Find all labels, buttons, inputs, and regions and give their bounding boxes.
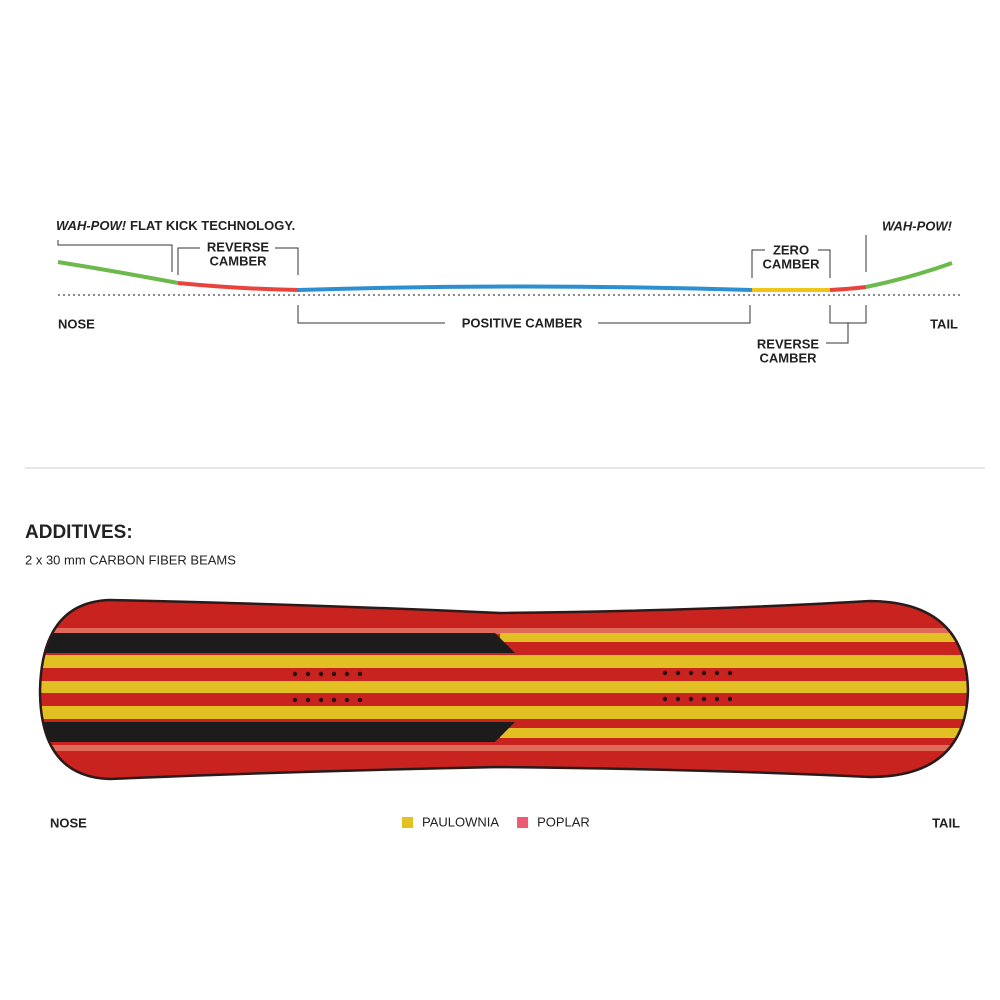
insert (318, 671, 324, 677)
nose-label: NOSE (58, 316, 95, 331)
insert (357, 697, 363, 703)
legend: PAULOWNIA POPLAR (402, 814, 590, 829)
insert (688, 696, 694, 702)
kick-left (57, 260, 179, 285)
insert (344, 671, 350, 677)
legend-swatch (517, 817, 529, 828)
insert (331, 671, 337, 677)
reverse-camber-label: REVERSE (207, 239, 269, 254)
reverse-camber-label: REVERSE (757, 336, 819, 351)
positive (297, 284, 753, 292)
board (38, 598, 970, 781)
flat-kick-label: WAH-POW! FLAT KICK TECHNOLOGY. (56, 218, 295, 233)
reverse-left (177, 281, 299, 292)
insert (305, 671, 311, 677)
reverse-camber-label: CAMBER (759, 350, 817, 365)
insert (662, 696, 668, 702)
insert (344, 697, 350, 703)
insert (292, 671, 298, 677)
leader (751, 249, 831, 278)
insert (331, 697, 337, 703)
legend-label: POPLAR (537, 814, 590, 829)
insert (701, 670, 707, 676)
insert (675, 696, 681, 702)
insert (701, 696, 707, 702)
camber-profile: WAH-POW! FLAT KICK TECHNOLOGY. REVERSE CA… (56, 218, 960, 365)
insert (318, 697, 324, 703)
leader (177, 247, 299, 275)
leader (826, 305, 867, 344)
insert (688, 670, 694, 676)
insert (727, 696, 733, 702)
label: FLAT KICK TECHNOLOGY. (130, 218, 295, 233)
board-core (40, 600, 968, 779)
emphasis: WAH-POW! (56, 218, 127, 233)
zero-camber-label: ZERO (773, 242, 809, 257)
inserts (292, 670, 733, 703)
zero-camber-label: CAMBER (762, 256, 820, 271)
kick-right (865, 261, 953, 289)
leader (57, 240, 173, 272)
nose-label: NOSE (50, 815, 87, 830)
insert (714, 696, 720, 702)
board-outline (38, 598, 970, 781)
leader (297, 305, 751, 324)
positive-camber-label: POSITIVE CAMBER (462, 315, 583, 330)
legend-swatch (402, 817, 413, 828)
insert (714, 670, 720, 676)
insert (675, 670, 681, 676)
tail-label: TAIL (930, 316, 958, 331)
additives-text: 2 x 30 mm CARBON FIBER BEAMS (25, 552, 236, 567)
insert (292, 697, 298, 703)
legend-label: PAULOWNIA (422, 814, 499, 829)
reverse-right (829, 285, 867, 292)
insert (305, 697, 311, 703)
insert (357, 671, 363, 677)
additives-title: ADDITIVES: (25, 522, 133, 543)
insert (662, 670, 668, 676)
flat-kick-label: WAH-POW! (882, 218, 953, 233)
tail-label: TAIL (932, 815, 960, 830)
insert (727, 670, 733, 676)
reverse-camber-label: CAMBER (209, 253, 267, 268)
